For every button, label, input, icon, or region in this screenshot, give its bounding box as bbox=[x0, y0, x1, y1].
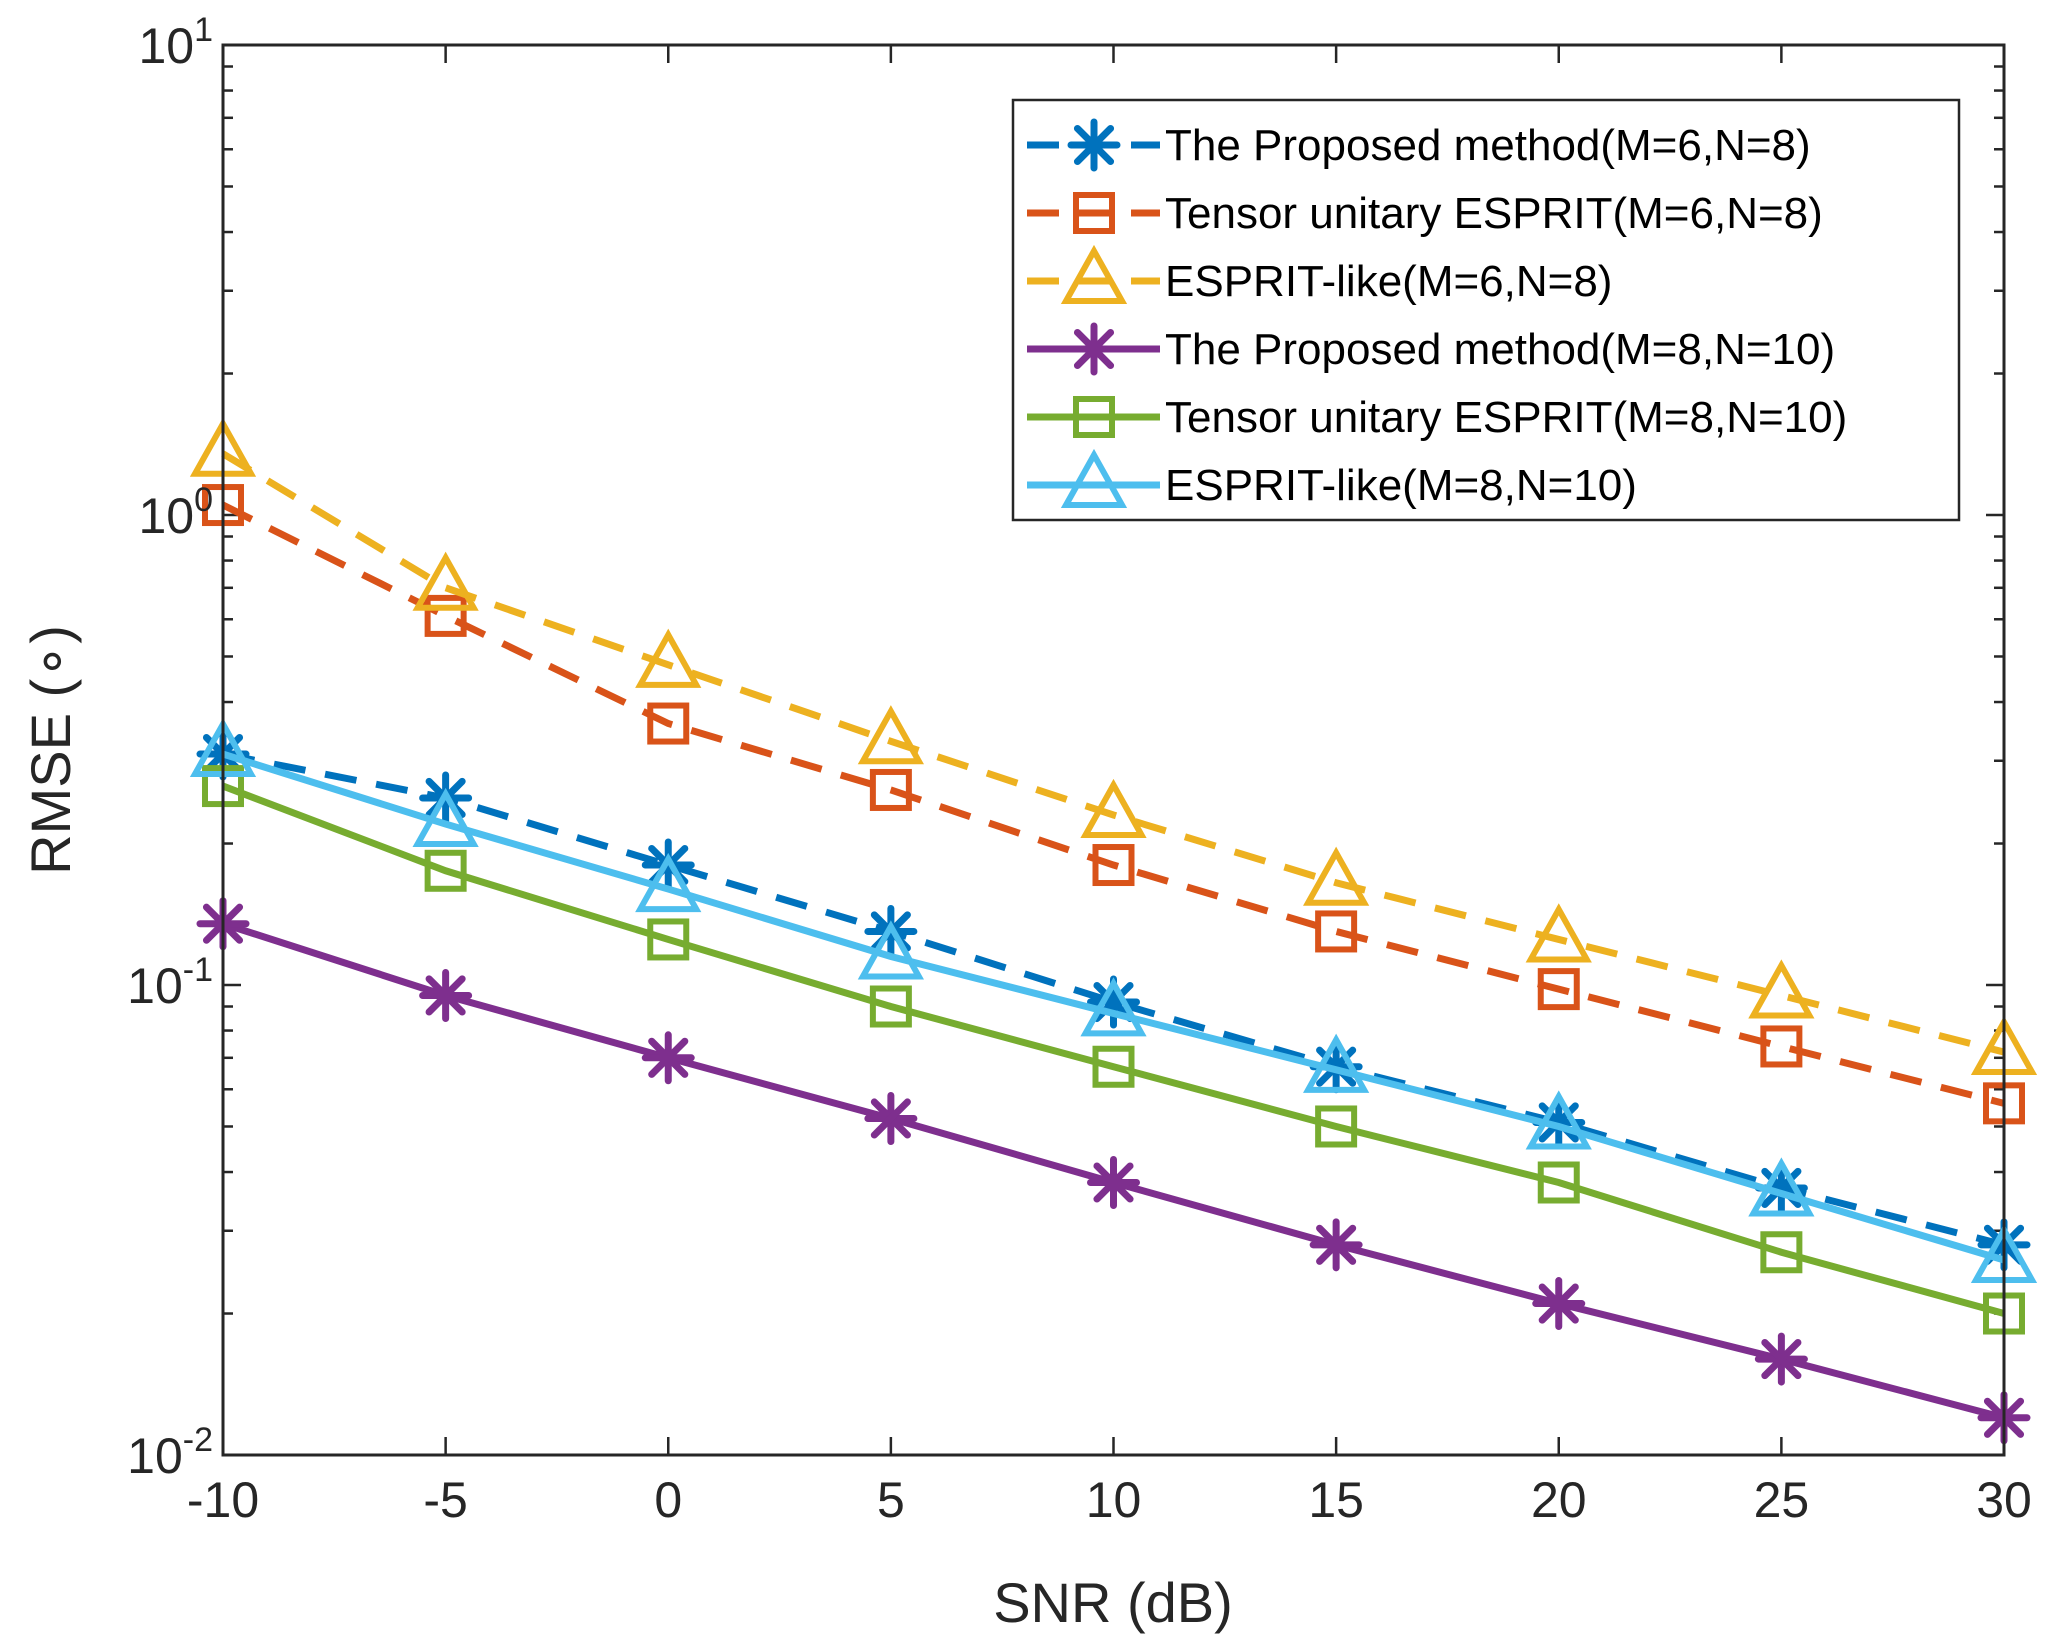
y-tick-exponent: -1 bbox=[183, 951, 213, 989]
legend: The Proposed method(M=6,N=8) Tensor unita… bbox=[1011, 98, 1961, 522]
legend-marker bbox=[1060, 244, 1128, 304]
y-tick-label: 10-2 bbox=[127, 1421, 213, 1484]
series-line bbox=[221, 750, 2006, 1264]
series-line bbox=[221, 782, 2005, 1317]
y-tick-exponent: 1 bbox=[194, 11, 213, 49]
legend-box bbox=[1011, 98, 1961, 522]
data-point bbox=[1092, 844, 1135, 887]
x-axis-label: SNR (dB) bbox=[993, 1571, 1233, 1634]
y-tick-label: 10-1 bbox=[127, 951, 213, 1014]
x-tick-label: -10 bbox=[187, 1472, 259, 1528]
legend-label: Tensor unitary ESPRIT(M=6,N=8) bbox=[1165, 189, 1823, 238]
y-tick-exponent: 0 bbox=[194, 481, 213, 519]
data-point bbox=[1303, 846, 1370, 906]
data-point bbox=[647, 918, 690, 961]
data-point bbox=[869, 768, 912, 811]
x-tick-label: 0 bbox=[654, 1472, 682, 1528]
data-point bbox=[1087, 1156, 1140, 1210]
x-tick-label: 30 bbox=[1976, 1472, 2032, 1528]
legend-label: The Proposed method(M=6,N=8) bbox=[1165, 121, 1811, 170]
legend-item: ESPRIT-like(M=6,N=8) bbox=[1027, 244, 1612, 306]
legend-marker bbox=[1073, 192, 1115, 234]
x-tick-label: 25 bbox=[1754, 1472, 1810, 1528]
data-point bbox=[1760, 1025, 1803, 1068]
data-point bbox=[864, 1091, 918, 1145]
legend-label: Tensor unitary ESPRIT(M=8,N=10) bbox=[1165, 393, 1847, 442]
data-point bbox=[419, 968, 473, 1022]
plot-frame bbox=[221, 43, 2006, 1457]
legend-label: ESPRIT-like(M=8,N=10) bbox=[1165, 461, 1637, 510]
x-tick-labels: -10 -5 0 5 10 15 20 25 30 bbox=[187, 1472, 2032, 1528]
y-tick-base: 10 bbox=[138, 488, 194, 544]
x-tick-label: 20 bbox=[1531, 1472, 1587, 1528]
legend-item: ESPRIT-like(M=8,N=10) bbox=[1027, 448, 1637, 510]
data-point bbox=[1748, 959, 1815, 1019]
legend-marker bbox=[1067, 322, 1121, 376]
x-tick-label: 5 bbox=[877, 1472, 905, 1528]
data-point bbox=[1748, 1157, 1815, 1217]
data-point bbox=[1315, 910, 1358, 953]
y-tick-label: 101 bbox=[138, 11, 213, 74]
data-point bbox=[1080, 977, 1147, 1037]
legend-marker bbox=[1060, 448, 1128, 508]
legend-item: Tensor unitary ESPRIT(M=6,N=8) bbox=[1027, 189, 1823, 238]
data-point bbox=[857, 920, 924, 980]
series-line bbox=[221, 450, 2005, 1056]
y-axis-label: RMSE (∘) bbox=[19, 625, 82, 875]
data-point bbox=[1309, 1218, 1363, 1272]
data-point bbox=[857, 705, 924, 765]
data-point bbox=[1525, 903, 1592, 963]
data-point bbox=[635, 628, 702, 688]
data-point bbox=[1537, 1161, 1580, 1204]
data-point bbox=[424, 594, 467, 637]
series-line bbox=[221, 501, 2005, 1107]
data-point bbox=[647, 702, 690, 745]
y-tick-label: 100 bbox=[138, 481, 213, 544]
y-tick-base: 10 bbox=[138, 18, 194, 74]
data-point bbox=[635, 852, 702, 913]
data-point bbox=[1760, 1231, 1803, 1274]
data-point bbox=[1525, 1090, 1592, 1150]
legend-item: Tensor unitary ESPRIT(M=8,N=10) bbox=[1027, 393, 1847, 442]
data-point bbox=[869, 985, 912, 1028]
data-point bbox=[424, 849, 467, 892]
data-point bbox=[1537, 968, 1580, 1011]
legend-label: The Proposed method(M=8,N=10) bbox=[1165, 325, 1835, 374]
legend-marker bbox=[1067, 118, 1121, 172]
legend-item: The Proposed method(M=8,N=10) bbox=[1027, 322, 1835, 376]
data-point bbox=[1754, 1332, 1808, 1386]
data-point bbox=[1092, 1045, 1135, 1088]
data-point bbox=[412, 551, 479, 611]
data-point bbox=[641, 1031, 695, 1085]
series-2 bbox=[202, 484, 2025, 1125]
legend-item: The Proposed method(M=6,N=8) bbox=[1027, 118, 1811, 172]
y-tick-base: 10 bbox=[127, 958, 183, 1014]
legend-label: ESPRIT-like(M=6,N=8) bbox=[1165, 257, 1612, 306]
data-point bbox=[412, 787, 479, 848]
legend-marker bbox=[1073, 396, 1115, 438]
data-point bbox=[1315, 1105, 1358, 1148]
data-point bbox=[1080, 778, 1147, 838]
data-point bbox=[1532, 1277, 1586, 1331]
y-tick-exponent: -2 bbox=[183, 1421, 213, 1459]
x-tick-label: 15 bbox=[1308, 1472, 1364, 1528]
y-tick-base: 10 bbox=[127, 1428, 183, 1484]
data-point bbox=[1303, 1033, 1370, 1093]
x-tick-label: -5 bbox=[423, 1472, 467, 1528]
x-tick-label: 10 bbox=[1086, 1472, 1142, 1528]
series-3 bbox=[189, 417, 2038, 1076]
